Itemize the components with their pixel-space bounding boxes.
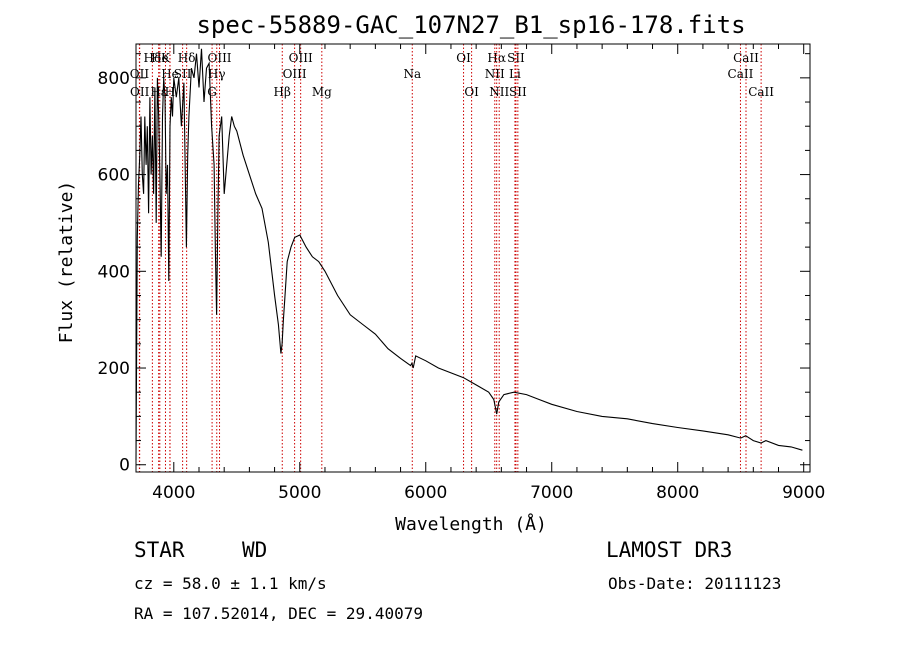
spectral-line-label-15: Hβ — [274, 85, 291, 99]
spectral-line-label-8: Hδ — [178, 51, 196, 65]
y-tick-label: 0 — [119, 456, 130, 476]
spectral-line-label-0: Hδ — [144, 51, 162, 65]
spectral-line-label-22: NII — [489, 85, 509, 99]
spectral-line-label-9: SII — [174, 67, 192, 81]
object-class: STAR — [134, 538, 185, 562]
spectral-line-label-24: Li — [509, 67, 521, 81]
observation-date: Obs-Date: 20111123 — [608, 574, 782, 593]
spectral-line-label-2: OII — [130, 85, 150, 99]
plot-frame — [135, 43, 811, 473]
spectral-line-label-17: Na — [403, 67, 421, 81]
redshift-cz: cz = 58.0 ± 1.1 km/s — [134, 574, 327, 593]
spectral-line-label-5: K — [161, 51, 171, 65]
spectrum-line — [135, 48, 803, 460]
spectral-line-label-27: CaII — [728, 67, 754, 81]
spectral-line-label-28: CaII — [748, 85, 774, 99]
x-tick-label: 6000 — [404, 483, 447, 503]
spectrum-chart: spec-55889-GAC_107N27_B1_sp16-178.fits H… — [56, 11, 825, 535]
spectral-line-label-10: OIII — [207, 51, 231, 65]
spectral-line-label-25: SII — [509, 85, 527, 99]
y-tick-label: 400 — [98, 262, 130, 282]
y-axis-ticks: 0 200 400 600 800 — [98, 53, 810, 476]
spectral-line-label-23: SII — [507, 51, 525, 65]
x-tick-label: 7000 — [530, 483, 573, 503]
y-tick-label: 200 — [98, 359, 130, 379]
spectral-line-label-6: He — [161, 67, 179, 81]
x-tick-label: 9000 — [782, 483, 825, 503]
spectral-line-label-19: OI — [464, 85, 479, 99]
x-axis-label: Wavelength (Å) — [395, 513, 547, 535]
spectral-line-label-3: He — [151, 51, 169, 65]
y-tick-label: 800 — [98, 69, 130, 89]
spectral-line-label-7: H — [165, 85, 175, 99]
y-axis-label: Flux (relative) — [56, 181, 77, 344]
spectral-line-label-13: OIII — [289, 51, 313, 65]
spectral-line-label-20: Hα — [487, 51, 506, 65]
spectral-line-label-16: Mg — [312, 85, 332, 99]
coordinates: RA = 107.52014, DEC = 29.40079 — [134, 604, 423, 623]
x-tick-label: 8000 — [656, 483, 699, 503]
spectral-line-label-14: OIII — [283, 67, 307, 81]
x-axis-ticks: 4000 5000 6000 7000 8000 9000 — [152, 44, 825, 503]
spectral-line-label-26: CaII — [733, 51, 759, 65]
y-tick-label: 600 — [98, 166, 130, 186]
object-subclass: WD — [242, 538, 268, 562]
survey-name: LAMOST DR3 — [606, 538, 733, 562]
x-tick-label: 5000 — [278, 483, 321, 503]
chart-title: spec-55889-GAC_107N27_B1_sp16-178.fits — [196, 11, 745, 39]
spectral-line-label-18: OI — [456, 51, 471, 65]
spectral-line-label-11: Hγ — [208, 67, 226, 81]
spectral-line-label-12: G — [207, 85, 217, 99]
spectral-line-label-21: NII — [485, 67, 505, 81]
x-tick-label: 4000 — [152, 483, 195, 503]
